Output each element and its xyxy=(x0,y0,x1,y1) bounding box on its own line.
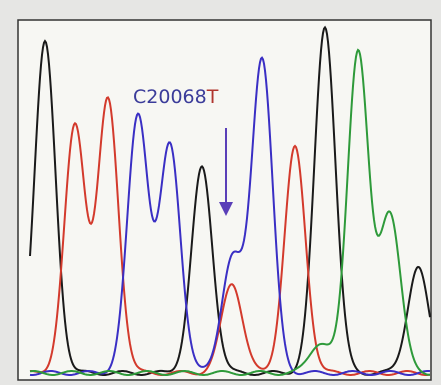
mutation-label: C20068T xyxy=(133,86,219,108)
mutation-arrow xyxy=(219,128,233,216)
trace-green xyxy=(29,48,431,376)
mutation-ref-base: C xyxy=(133,86,146,108)
trace-blue xyxy=(29,56,431,376)
mutation-alt-base: T xyxy=(206,86,219,108)
trace-group xyxy=(29,25,431,376)
mutation-position: 20068 xyxy=(146,86,206,108)
plot-area xyxy=(17,19,432,381)
trace-red xyxy=(30,96,431,376)
